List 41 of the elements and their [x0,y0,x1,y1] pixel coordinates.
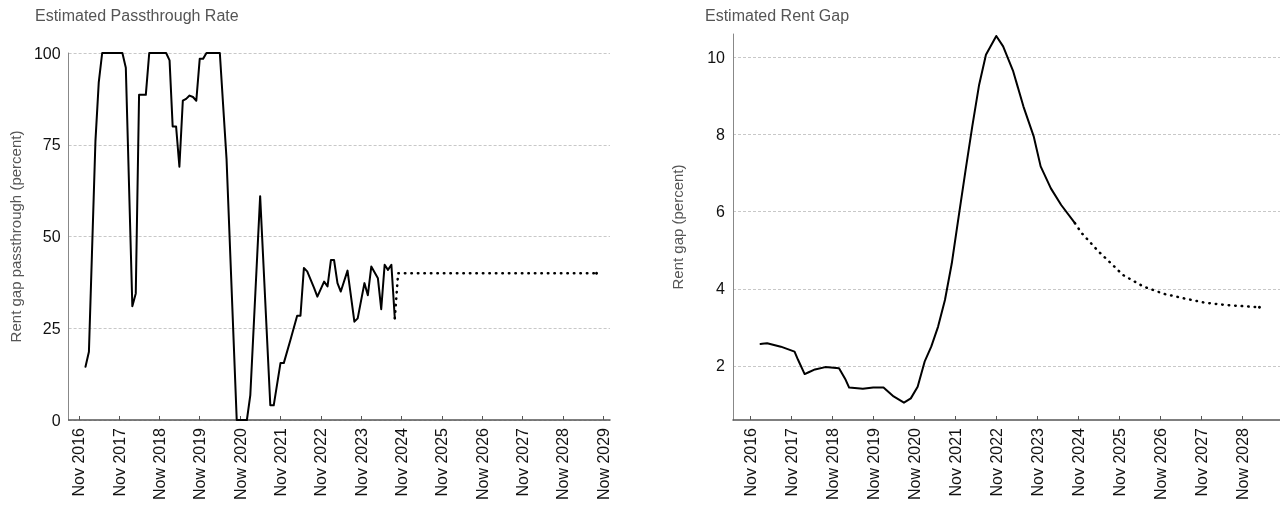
y-tick-label: 100 [33,44,61,62]
y-tick-label: 25 [42,319,61,337]
x-tick-label: Now 2019 [864,427,882,501]
x-tick-label: Nov 2022 [987,427,1005,497]
y-tick-label: 0 [51,411,61,429]
x-tick-label: Nov 2025 [433,427,451,497]
chart-title: Estimated Passthrough Rate [35,6,239,24]
x-tick-label: Nov 2025 [1110,427,1128,497]
x-tick-label: Nov 2024 [393,427,411,497]
x-tick-label: Now 2019 [191,427,209,501]
y-tick-label: 4 [716,280,726,298]
x-tick-label: Nov 2023 [1028,427,1046,497]
y-tick-label: 2 [716,357,726,375]
x-tick-label: Nov 2017 [110,427,128,497]
y-tick-label: 10 [707,48,726,66]
x-tick-label: Now 2026 [1151,427,1169,501]
x-tick-label: Now 2028 [1233,427,1251,501]
x-tick-label: Nov 2021 [271,427,289,497]
x-tick-label: Now 2029 [594,427,612,501]
x-tick-label: Nov 2021 [946,427,964,497]
x-tick-label: Now 2028 [554,427,572,501]
x-tick-label: Nov 2022 [312,427,330,497]
y-tick-label: 50 [42,228,61,245]
y-axis-title: Rent gap passthrough (percent) [7,130,24,343]
x-tick-label: Nov 2016 [70,427,88,497]
x-tick-label: Now 2020 [231,427,249,501]
x-tick-label: Nov 2023 [352,427,370,497]
x-tick-label: Nov 2017 [782,427,800,497]
x-tick-label: Now 2020 [905,427,923,501]
y-tick-label: 6 [716,203,726,221]
x-tick-label: Nov 2016 [741,427,759,497]
y-axis-title: Rent gap (percent) [669,164,686,290]
x-tick-label: Nov 2027 [1192,427,1210,497]
y-tick-label: 75 [42,136,61,154]
x-tick-label: Now 2018 [823,427,841,501]
x-tick-label: Nov 2024 [1069,427,1087,497]
x-tick-label: Now 2018 [150,427,168,501]
x-tick-label: Nov 2027 [514,427,532,497]
y-tick-label: 8 [716,125,726,143]
chart-title: Estimated Rent Gap [705,6,850,24]
x-tick-label: Now 2026 [473,427,491,501]
